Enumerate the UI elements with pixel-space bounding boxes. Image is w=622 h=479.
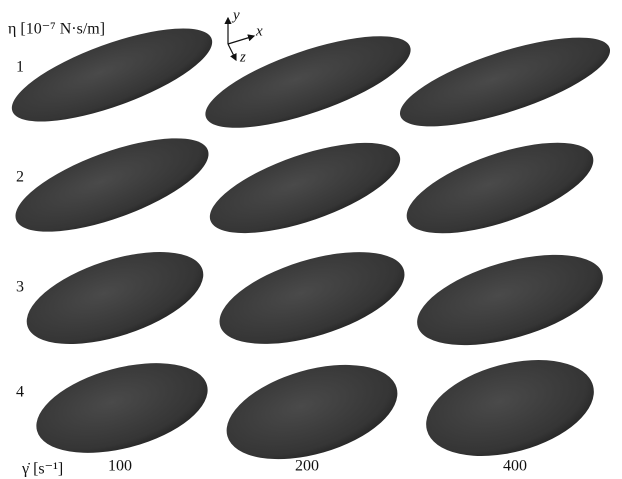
- row-label: 1: [16, 59, 24, 76]
- cell-shape: [391, 19, 619, 144]
- cell-grid: [2, 10, 619, 477]
- figure: η [10⁻⁷ N·s/m] γ̇ [s⁻¹] y x z 1 2 3 4 100 200…: [0, 0, 622, 479]
- column-label: 200: [295, 458, 319, 475]
- z-axis-label: z: [239, 49, 246, 65]
- column-label: 400: [503, 458, 527, 475]
- row-label: 2: [16, 169, 24, 186]
- cell-shape: [200, 124, 411, 252]
- row-axis-label: η [10⁻⁷ N·s/m]: [8, 21, 105, 38]
- cell-shape: [27, 347, 218, 470]
- column-label: 100: [108, 458, 132, 475]
- cell-shape: [196, 18, 420, 147]
- x-axis-label: x: [255, 23, 263, 39]
- cell-shape: [416, 343, 605, 473]
- row-label: 4: [16, 384, 24, 401]
- cell-shape: [5, 119, 219, 251]
- cell-shape: [407, 237, 613, 363]
- cell-shape: [16, 233, 214, 362]
- row-label: 3: [16, 279, 24, 296]
- z-axis-arrow: [228, 44, 236, 60]
- x-axis-arrow: [228, 36, 254, 44]
- y-axis-label: y: [231, 7, 240, 23]
- cell-shape: [396, 124, 603, 252]
- column-axis-label: γ̇ [s⁻¹]: [21, 461, 63, 478]
- cell-shape: [209, 234, 415, 363]
